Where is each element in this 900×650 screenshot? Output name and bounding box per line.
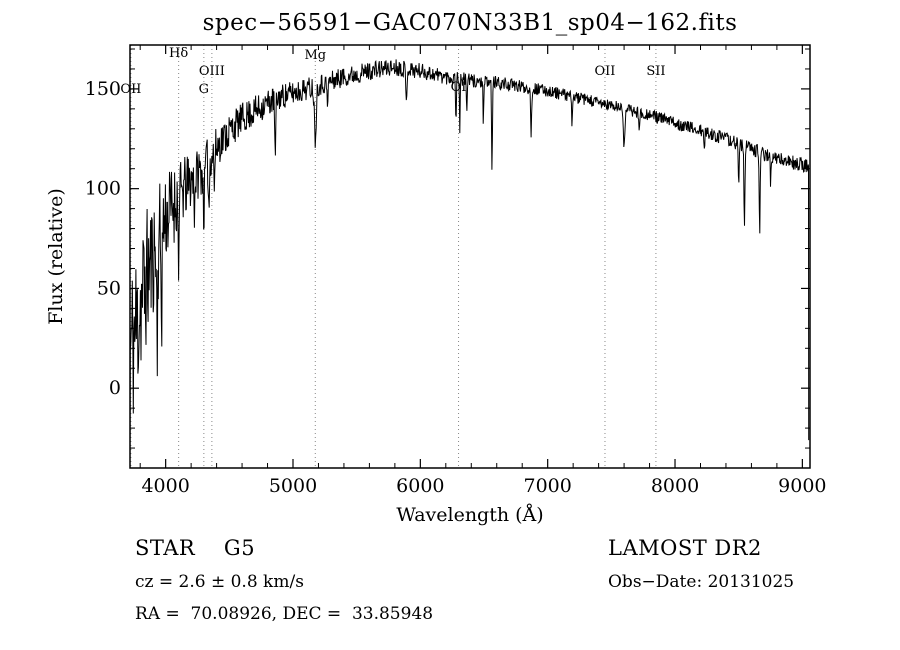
cz-value: cz = 2.6 ± 0.8 km/s (135, 572, 304, 592)
spectral-marker-label: G (199, 82, 209, 97)
x-axis-label: Wavelength (Å) (396, 504, 543, 526)
y-tick-label: 150 (85, 78, 121, 100)
spectrum-trace (129, 59, 810, 461)
obs-date-value: Obs−Date: 20131025 (608, 572, 795, 592)
plot-frame (129, 44, 811, 469)
x-tick-label: 9000 (778, 475, 826, 497)
spectral-marker-label: Mg (304, 48, 326, 63)
spectral-marker-label: OII (595, 64, 616, 79)
y-tick-label: 100 (85, 178, 121, 200)
spectral-marker-label: SII (646, 64, 665, 79)
ra-dec-value: RA = 70.08926, DEC = 33.85948 (135, 604, 434, 624)
object-class-label: STAR G5 (135, 536, 256, 560)
x-tick-label: 6000 (396, 475, 444, 497)
x-tick-label: 4000 (141, 475, 189, 497)
x-tick-label: 8000 (651, 475, 699, 497)
chart-title: spec−56591−GAC070N33B1_sp04−162.fits (202, 10, 738, 36)
spectral-marker-label: Hδ (169, 46, 188, 61)
spectral-marker-label: OIII (199, 64, 225, 79)
y-axis-label: Flux (relative) (45, 188, 67, 325)
x-tick-label: 7000 (523, 475, 571, 497)
y-tick-label: 50 (97, 277, 121, 299)
y-tick-label: 0 (109, 377, 121, 399)
x-tick-label: 5000 (269, 475, 317, 497)
survey-label: LAMOST DR2 (608, 536, 762, 560)
